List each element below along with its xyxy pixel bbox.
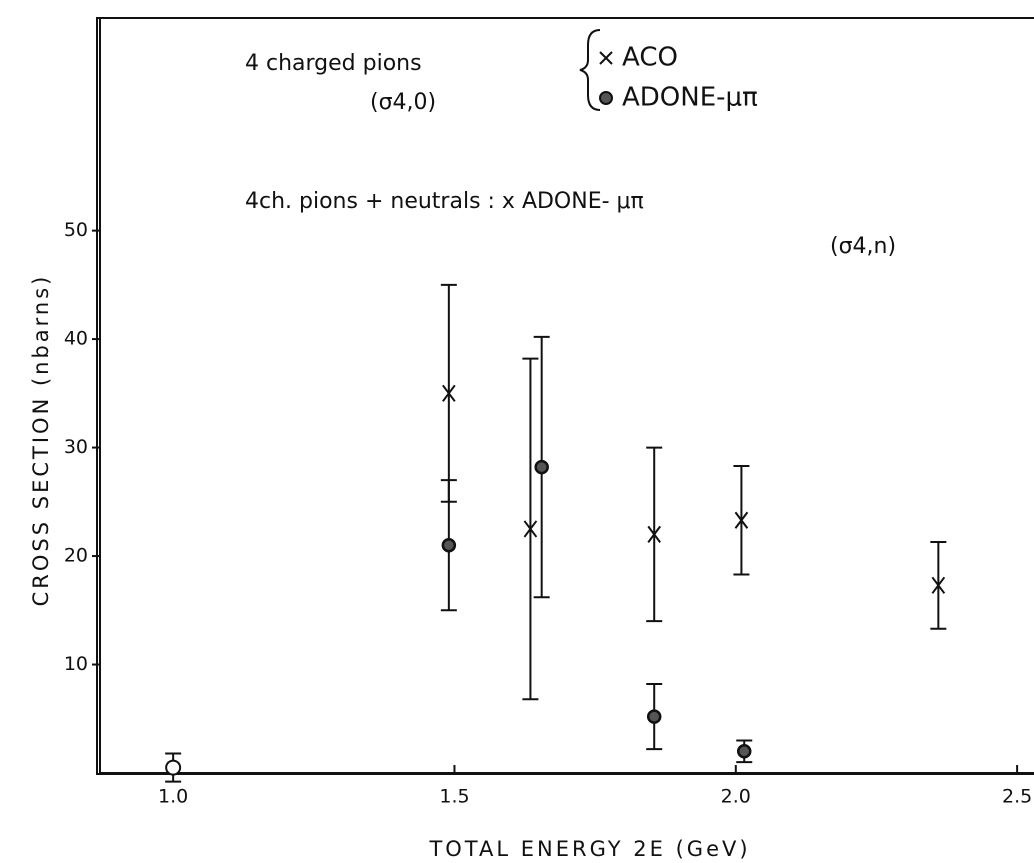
open-circle-marker [165,759,182,776]
y-axis-label: CROSS SECTION (nbarns) [29,274,53,607]
frame [96,17,1034,775]
cross-marker [931,576,946,594]
dot-marker [646,709,662,724]
y-tick-label: 50 [64,219,88,241]
cross-marker [647,525,662,543]
y-tick-label: 10 [64,653,88,675]
legend-label: ACO [622,43,678,73]
x-tick-label: 1.5 [439,786,469,808]
dot-marker [736,744,752,759]
y-tick-label: 20 [64,545,88,567]
y-tick-label: 40 [64,328,88,350]
x-tick-label: 1.0 [158,786,188,808]
x-tick-label: 2.0 [721,786,751,808]
annotation: (σ4,n) [830,234,896,259]
cross-marker [523,520,538,538]
x-axis-label: TOTAL ENERGY 2E (GeV) [428,837,750,861]
dot-marker [534,459,549,475]
dot-marker [441,537,457,553]
legend: ACO ADONE-μπ [599,43,758,113]
legend-brace [579,29,601,111]
legend-marker [599,51,613,65]
y-tick-label: 30 [64,436,88,458]
cross-marker [734,511,749,529]
x-tick-label: 2.5 [1002,786,1032,808]
annotation: (σ4,0) [370,90,436,115]
annotation: 4ch. pions + neutrals : x ADONE- μπ [245,189,644,214]
cross-marker [442,384,456,402]
legend-label: ADONE-μπ [622,83,758,113]
legend-marker [599,91,613,105]
annotation: 4 charged pions [245,51,422,76]
